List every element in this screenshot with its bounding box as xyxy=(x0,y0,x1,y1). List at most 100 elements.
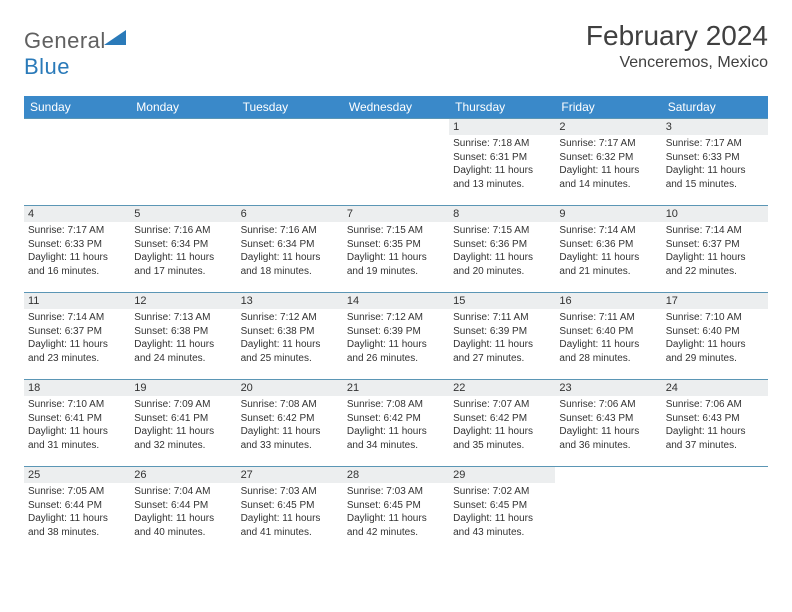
sunrise-line: Sunrise: 7:14 AM xyxy=(666,224,764,238)
day-details: Sunrise: 7:03 AMSunset: 6:45 PMDaylight:… xyxy=(343,483,449,543)
title-block: February 2024 Venceremos, Mexico xyxy=(586,20,768,72)
calendar-cell: 22Sunrise: 7:07 AMSunset: 6:42 PMDayligh… xyxy=(449,380,555,467)
daylight-line2: and 31 minutes. xyxy=(28,439,126,453)
daylight-line2: and 28 minutes. xyxy=(559,352,657,366)
day-details: Sunrise: 7:10 AMSunset: 6:40 PMDaylight:… xyxy=(662,309,768,369)
daylight-line2: and 34 minutes. xyxy=(347,439,445,453)
sunrise-line: Sunrise: 7:08 AM xyxy=(241,398,339,412)
calendar-cell: 23Sunrise: 7:06 AMSunset: 6:43 PMDayligh… xyxy=(555,380,661,467)
sunset-line: Sunset: 6:37 PM xyxy=(28,325,126,339)
calendar-cell: 5Sunrise: 7:16 AMSunset: 6:34 PMDaylight… xyxy=(130,206,236,293)
sunrise-line: Sunrise: 7:16 AM xyxy=(241,224,339,238)
sunset-line: Sunset: 6:45 PM xyxy=(241,499,339,513)
daylight-line1: Daylight: 11 hours xyxy=(453,425,551,439)
day-number: 16 xyxy=(555,293,661,309)
calendar-cell: 10Sunrise: 7:14 AMSunset: 6:37 PMDayligh… xyxy=(662,206,768,293)
daylight-line2: and 21 minutes. xyxy=(559,265,657,279)
sunset-line: Sunset: 6:36 PM xyxy=(559,238,657,252)
day-details: Sunrise: 7:11 AMSunset: 6:40 PMDaylight:… xyxy=(555,309,661,369)
sunrise-line: Sunrise: 7:06 AM xyxy=(559,398,657,412)
daylight-line1: Daylight: 11 hours xyxy=(241,338,339,352)
day-number: 13 xyxy=(237,293,343,309)
daylight-line1: Daylight: 11 hours xyxy=(453,164,551,178)
empty-cell xyxy=(662,467,768,554)
location-label: Venceremos, Mexico xyxy=(586,54,768,72)
sunset-line: Sunset: 6:38 PM xyxy=(134,325,232,339)
calendar-cell: 26Sunrise: 7:04 AMSunset: 6:44 PMDayligh… xyxy=(130,467,236,554)
month-title: February 2024 xyxy=(586,20,768,52)
daylight-line2: and 43 minutes. xyxy=(453,526,551,540)
day-number: 4 xyxy=(24,206,130,222)
day-header: Tuesday xyxy=(237,96,343,119)
day-number: 6 xyxy=(237,206,343,222)
sunset-line: Sunset: 6:42 PM xyxy=(241,412,339,426)
sunset-line: Sunset: 6:43 PM xyxy=(559,412,657,426)
sunset-line: Sunset: 6:39 PM xyxy=(453,325,551,339)
daylight-line2: and 22 minutes. xyxy=(666,265,764,279)
day-number: 24 xyxy=(662,380,768,396)
daylight-line2: and 23 minutes. xyxy=(28,352,126,366)
calendar-cell: 6Sunrise: 7:16 AMSunset: 6:34 PMDaylight… xyxy=(237,206,343,293)
daylight-line2: and 19 minutes. xyxy=(347,265,445,279)
day-number: 29 xyxy=(449,467,555,483)
daylight-line1: Daylight: 11 hours xyxy=(241,251,339,265)
calendar-cell: 2Sunrise: 7:17 AMSunset: 6:32 PMDaylight… xyxy=(555,119,661,206)
daylight-line1: Daylight: 11 hours xyxy=(241,425,339,439)
sunset-line: Sunset: 6:40 PM xyxy=(666,325,764,339)
daylight-line1: Daylight: 11 hours xyxy=(134,338,232,352)
day-number: 19 xyxy=(130,380,236,396)
daylight-line1: Daylight: 11 hours xyxy=(347,512,445,526)
sunrise-line: Sunrise: 7:08 AM xyxy=(347,398,445,412)
daylight-line2: and 26 minutes. xyxy=(347,352,445,366)
sunset-line: Sunset: 6:40 PM xyxy=(559,325,657,339)
calendar-cell: 29Sunrise: 7:02 AMSunset: 6:45 PMDayligh… xyxy=(449,467,555,554)
sunrise-line: Sunrise: 7:05 AM xyxy=(28,485,126,499)
sunset-line: Sunset: 6:38 PM xyxy=(241,325,339,339)
day-details: Sunrise: 7:02 AMSunset: 6:45 PMDaylight:… xyxy=(449,483,555,543)
calendar-cell: 20Sunrise: 7:08 AMSunset: 6:42 PMDayligh… xyxy=(237,380,343,467)
day-details: Sunrise: 7:07 AMSunset: 6:42 PMDaylight:… xyxy=(449,396,555,456)
sunrise-line: Sunrise: 7:07 AM xyxy=(453,398,551,412)
daylight-line1: Daylight: 11 hours xyxy=(666,164,764,178)
daylight-line2: and 40 minutes. xyxy=(134,526,232,540)
calendar-week: 25Sunrise: 7:05 AMSunset: 6:44 PMDayligh… xyxy=(24,467,768,554)
calendar-cell: 14Sunrise: 7:12 AMSunset: 6:39 PMDayligh… xyxy=(343,293,449,380)
day-details: Sunrise: 7:17 AMSunset: 6:33 PMDaylight:… xyxy=(662,135,768,195)
day-header: Saturday xyxy=(662,96,768,119)
sunrise-line: Sunrise: 7:11 AM xyxy=(453,311,551,325)
daylight-line1: Daylight: 11 hours xyxy=(347,251,445,265)
daylight-line2: and 16 minutes. xyxy=(28,265,126,279)
day-number: 1 xyxy=(449,119,555,135)
calendar-cell: 8Sunrise: 7:15 AMSunset: 6:36 PMDaylight… xyxy=(449,206,555,293)
day-details: Sunrise: 7:14 AMSunset: 6:36 PMDaylight:… xyxy=(555,222,661,282)
page-header: General Blue February 2024 Venceremos, M… xyxy=(24,20,768,80)
day-details: Sunrise: 7:16 AMSunset: 6:34 PMDaylight:… xyxy=(130,222,236,282)
sunset-line: Sunset: 6:31 PM xyxy=(453,151,551,165)
day-number: 17 xyxy=(662,293,768,309)
sunrise-line: Sunrise: 7:02 AM xyxy=(453,485,551,499)
sunrise-line: Sunrise: 7:12 AM xyxy=(347,311,445,325)
day-number: 25 xyxy=(24,467,130,483)
daylight-line2: and 41 minutes. xyxy=(241,526,339,540)
sunrise-line: Sunrise: 7:14 AM xyxy=(559,224,657,238)
day-details: Sunrise: 7:08 AMSunset: 6:42 PMDaylight:… xyxy=(237,396,343,456)
daylight-line2: and 24 minutes. xyxy=(134,352,232,366)
day-number: 7 xyxy=(343,206,449,222)
sunset-line: Sunset: 6:33 PM xyxy=(666,151,764,165)
day-details: Sunrise: 7:17 AMSunset: 6:32 PMDaylight:… xyxy=(555,135,661,195)
sunset-line: Sunset: 6:32 PM xyxy=(559,151,657,165)
sunrise-line: Sunrise: 7:04 AM xyxy=(134,485,232,499)
calendar-page: General Blue February 2024 Venceremos, M… xyxy=(0,0,792,573)
day-details: Sunrise: 7:14 AMSunset: 6:37 PMDaylight:… xyxy=(662,222,768,282)
daylight-line2: and 20 minutes. xyxy=(453,265,551,279)
daylight-line1: Daylight: 11 hours xyxy=(28,338,126,352)
brand-part2: Blue xyxy=(24,54,70,79)
daylight-line1: Daylight: 11 hours xyxy=(666,338,764,352)
sunrise-line: Sunrise: 7:14 AM xyxy=(28,311,126,325)
daylight-line1: Daylight: 11 hours xyxy=(453,512,551,526)
sunset-line: Sunset: 6:39 PM xyxy=(347,325,445,339)
day-number: 15 xyxy=(449,293,555,309)
day-details: Sunrise: 7:12 AMSunset: 6:39 PMDaylight:… xyxy=(343,309,449,369)
daylight-line2: and 38 minutes. xyxy=(28,526,126,540)
calendar-cell: 18Sunrise: 7:10 AMSunset: 6:41 PMDayligh… xyxy=(24,380,130,467)
